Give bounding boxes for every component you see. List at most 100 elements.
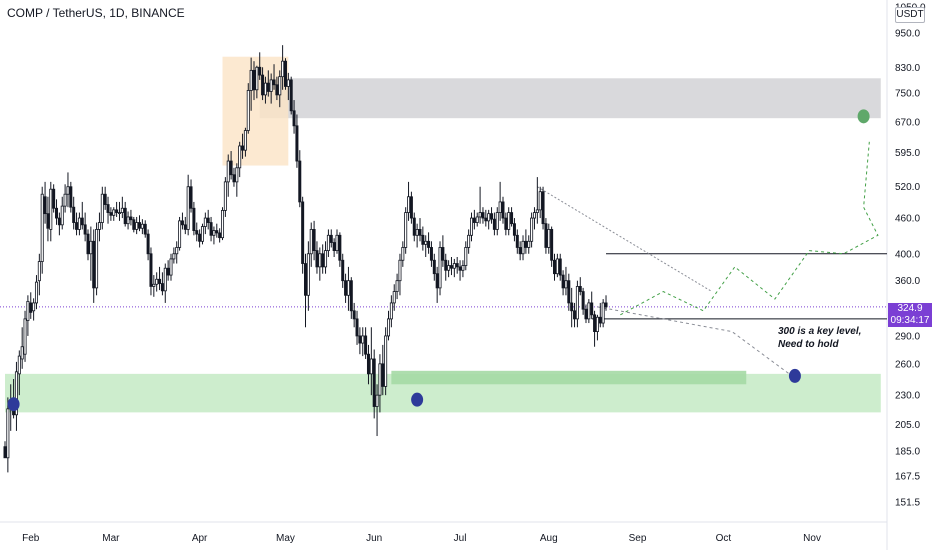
candle xyxy=(524,229,528,254)
candle xyxy=(570,287,574,328)
candle xyxy=(412,212,416,242)
x-tick-label: Mar xyxy=(102,533,120,544)
candle xyxy=(501,196,505,224)
candle xyxy=(252,61,256,101)
candle xyxy=(329,229,333,248)
candle xyxy=(344,273,348,303)
candle xyxy=(409,191,413,224)
x-tick-label: Sep xyxy=(629,533,647,544)
candle xyxy=(301,196,305,274)
candle xyxy=(498,181,502,221)
candle xyxy=(518,241,522,261)
candle xyxy=(318,247,322,281)
x-tick-label: Nov xyxy=(803,533,821,544)
candle xyxy=(593,310,597,347)
candle xyxy=(23,310,27,362)
chart-title: COMP / TetherUS, 1D, BINANCE xyxy=(7,6,185,20)
candle xyxy=(427,232,431,254)
candle xyxy=(567,273,571,311)
candle xyxy=(69,181,73,213)
x-tick-label: Aug xyxy=(540,533,558,544)
candle xyxy=(163,263,167,303)
candle xyxy=(223,177,227,217)
candle xyxy=(160,272,164,296)
candle xyxy=(155,272,159,292)
support-dot-2 xyxy=(411,392,424,407)
candle xyxy=(140,219,144,235)
candle xyxy=(449,256,453,276)
candle xyxy=(235,163,239,197)
candle xyxy=(149,247,153,296)
candle xyxy=(487,209,491,230)
candle xyxy=(309,222,313,267)
candle xyxy=(429,241,433,267)
candle xyxy=(29,292,33,319)
candle xyxy=(338,232,342,267)
candle xyxy=(152,275,156,297)
candle xyxy=(209,216,213,242)
candle xyxy=(387,310,391,341)
candle xyxy=(564,266,568,296)
candle xyxy=(186,174,190,236)
candle xyxy=(34,275,38,310)
y-tick-label: 205.0 xyxy=(895,420,920,431)
candle xyxy=(495,207,499,236)
candle xyxy=(295,114,299,168)
candle xyxy=(63,184,67,213)
candle xyxy=(66,172,70,208)
candle xyxy=(384,327,388,396)
candle xyxy=(180,212,184,230)
candle xyxy=(55,199,59,225)
candle xyxy=(166,260,170,281)
candle xyxy=(435,266,439,303)
candle-countdown: 09:34:17 xyxy=(890,315,930,326)
y-tick-label: 595.0 xyxy=(895,148,920,159)
candle xyxy=(6,397,10,473)
x-tick-label: Apr xyxy=(192,533,208,544)
candle xyxy=(335,229,339,254)
candle xyxy=(581,287,585,315)
candle xyxy=(206,209,210,230)
candle xyxy=(464,241,468,271)
candle xyxy=(212,226,216,245)
y-tick-label: 830.0 xyxy=(895,63,920,74)
candle xyxy=(381,344,385,396)
candle xyxy=(389,295,393,328)
candle xyxy=(192,201,196,236)
candle xyxy=(72,196,76,230)
candle xyxy=(89,226,93,281)
x-tick-label: Jul xyxy=(454,533,467,544)
candle xyxy=(455,256,459,274)
candle xyxy=(527,235,531,254)
candle xyxy=(275,76,279,101)
y-tick-label: 185.0 xyxy=(895,446,920,457)
candle xyxy=(135,216,139,235)
candle xyxy=(286,72,290,101)
currency-badge[interactable]: USDT xyxy=(895,7,925,23)
candle xyxy=(421,226,425,251)
candle xyxy=(266,70,270,97)
candle xyxy=(555,253,559,278)
candle xyxy=(178,216,182,251)
candle xyxy=(255,65,259,99)
candle xyxy=(424,235,428,257)
candle xyxy=(215,223,219,238)
candle xyxy=(32,298,36,321)
candle xyxy=(595,314,599,341)
candle xyxy=(484,209,488,227)
candle xyxy=(515,229,519,254)
candle xyxy=(401,241,405,267)
candle xyxy=(530,212,534,248)
candle xyxy=(415,223,419,248)
candle xyxy=(504,212,508,236)
candle xyxy=(575,280,579,328)
candle xyxy=(490,207,494,224)
candle xyxy=(321,244,325,274)
candle xyxy=(418,218,422,242)
candle xyxy=(37,253,41,296)
candle xyxy=(547,223,551,254)
candle xyxy=(172,247,176,264)
annotation-line-2: Need to hold xyxy=(778,339,839,350)
candle xyxy=(312,220,316,261)
